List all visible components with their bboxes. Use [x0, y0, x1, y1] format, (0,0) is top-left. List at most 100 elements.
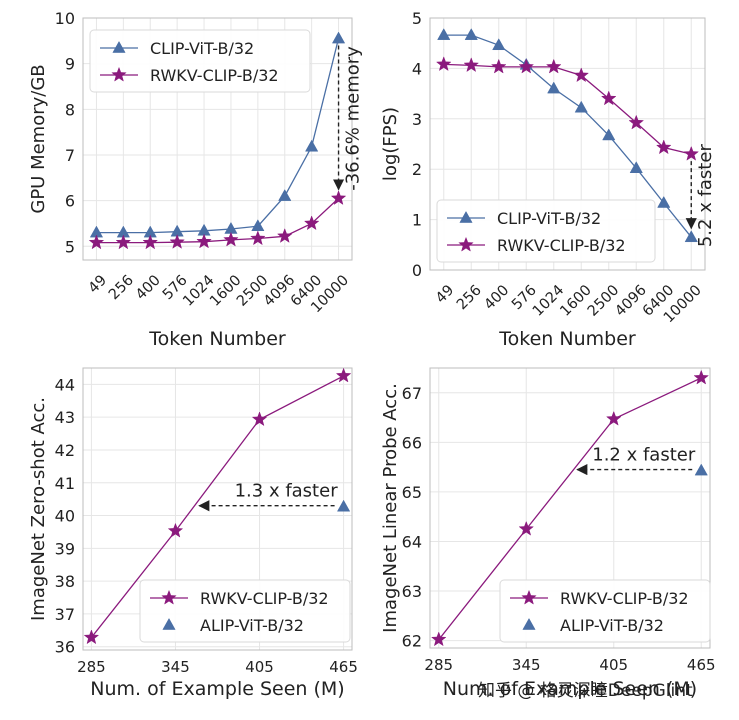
data-point-star [518, 520, 535, 536]
y-tick-label: 44 [55, 375, 75, 394]
data-point-triangle [464, 28, 478, 40]
x-tick-label: 285 [77, 658, 106, 676]
data-point-star [600, 90, 617, 106]
x-tick-label: 405 [599, 656, 628, 674]
series-line-rwkv-clip-b/32 [90, 375, 344, 638]
data-point-triangle [336, 499, 351, 512]
legend-box [139, 579, 351, 643]
data-point-star [251, 411, 268, 427]
legend-label: RWKV-CLIP-B/32 [150, 66, 279, 85]
y-axis-label: ImageNet Linear Probe Acc. [380, 383, 401, 633]
y-tick-label: 67 [402, 384, 422, 403]
legend-box [89, 29, 311, 93]
legend-star-icon [161, 589, 177, 605]
x-tick-label: 256 [106, 272, 137, 303]
data-point-triangle [694, 463, 708, 476]
legend-label: RWKV-CLIP-B/32 [497, 236, 626, 255]
x-tick-label: 285 [424, 656, 453, 674]
data-point-star [169, 233, 185, 249]
y-axis-label: GPU Memory/GB [28, 64, 49, 213]
data-point-triangle [278, 189, 292, 201]
data-point-star [276, 228, 293, 243]
legend-label: ALIP-ViT-B/32 [560, 616, 664, 635]
y-tick-label: 5 [412, 9, 422, 28]
x-axis-label: Num. of Example Seen (M) [90, 678, 344, 700]
annotation-label: 1.3 x faster [235, 481, 339, 502]
watermark: 知乎 @ 格灵深瞳DeepGlint [478, 681, 693, 701]
data-point-star [88, 234, 105, 250]
data-point-star [83, 629, 100, 645]
y-tick-label: 1 [412, 211, 422, 230]
x-tick-label: 1024 [530, 282, 567, 319]
y-tick-label: 7 [65, 146, 75, 165]
data-point-star [115, 234, 132, 250]
x-tick-label: 345 [512, 656, 541, 674]
y-tick-label: 10 [55, 9, 75, 28]
legend-star-icon [521, 589, 537, 605]
data-point-triangle [684, 230, 698, 243]
legend-triangle-icon [522, 617, 536, 630]
legend-triangle-icon [112, 40, 126, 53]
x-tick-label: 4096 [612, 282, 649, 319]
y-tick-label: 6 [65, 192, 75, 211]
zero-shot-chart: 36 37 38 39 40 41 42 43 44 285 345 405 465 Num. of Ex… [28, 367, 358, 700]
x-tick-label: 405 [245, 658, 274, 676]
y-tick-label: 66 [402, 433, 422, 452]
legend-label: CLIP-ViT-B/32 [150, 39, 254, 58]
data-point-triangle [331, 31, 346, 44]
y-tick-label: 43 [55, 408, 75, 427]
x-tick-label: 400 [133, 272, 164, 303]
data-point-star [196, 233, 212, 249]
fps-chart: 0123454925640057610241600250040966400100… [380, 9, 716, 350]
y-tick-label: 36 [55, 638, 75, 657]
data-point-star [435, 56, 452, 72]
series-line-clip-vit-b/32 [443, 34, 692, 238]
data-point-star [490, 58, 507, 74]
y-axis-label: log(FPS) [380, 107, 401, 181]
data-point-triangle [547, 81, 561, 94]
x-tick-label: 465 [329, 658, 358, 676]
x-tick-label: 1600 [557, 282, 594, 319]
x-axis-label: Num. of Example Seen (M) [443, 678, 697, 700]
data-point-triangle [305, 139, 319, 152]
y-tick-label: 38 [55, 572, 75, 591]
y-tick-label: 2 [412, 160, 422, 179]
data-point-star [628, 114, 645, 130]
legend-star-icon [458, 236, 474, 252]
data-point-star [573, 67, 590, 83]
y-tick-label: 8 [65, 100, 75, 119]
y-tick-label: 64 [402, 532, 422, 551]
y-tick-label: 41 [55, 474, 75, 493]
data-point-star [605, 410, 622, 426]
x-tick-label: 465 [687, 656, 716, 674]
y-tick-label: 37 [55, 605, 75, 624]
x-tick-label: 49 [433, 282, 457, 306]
legend-label: CLIP-ViT-B/32 [497, 209, 601, 228]
data-point-triangle [437, 28, 451, 40]
y-tick-label: 5 [65, 237, 75, 256]
data-point-star [430, 631, 447, 647]
data-point-triangle [574, 100, 588, 113]
x-axis-label: Token Number [498, 328, 636, 350]
data-point-star [250, 230, 266, 246]
legend-triangle-icon [459, 210, 473, 223]
plot-frame [82, 367, 353, 651]
data-point-star [463, 57, 480, 73]
annotation-label: 5.2 x faster [695, 144, 716, 248]
data-point-star [330, 190, 347, 206]
data-point-star [335, 367, 352, 383]
data-point-star [303, 215, 320, 231]
y-tick-label: 62 [402, 632, 422, 651]
data-point-star [683, 145, 700, 161]
data-point-star [545, 58, 562, 74]
plot-frame [429, 17, 706, 271]
legend-star-icon [111, 66, 127, 82]
x-tick-label: 256 [454, 282, 485, 313]
series-line-rwkv-clip-b/32 [96, 197, 339, 244]
memory-chart: 5678910492564005761024160025004096640010… [28, 9, 364, 350]
series-line-rwkv-clip-b/32 [438, 377, 702, 641]
y-tick-label: 9 [65, 55, 75, 74]
y-axis-label: ImageNet Zero-shot Acc. [28, 397, 49, 621]
legend-box [499, 579, 711, 643]
